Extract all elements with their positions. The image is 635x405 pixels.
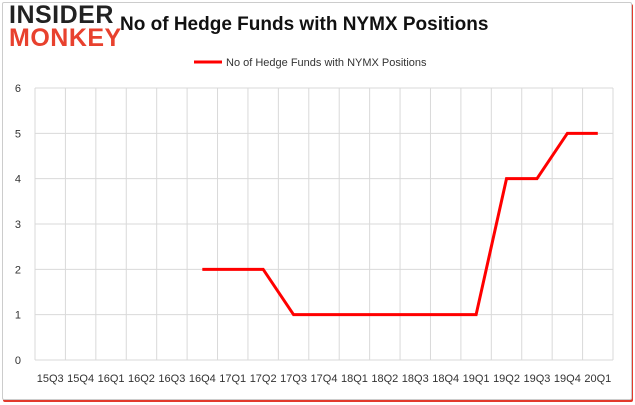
x-tick-label: 17Q4 [311, 373, 338, 385]
x-tick-label: 18Q2 [371, 373, 398, 385]
chart-title: No of Hedge Funds with NYMX Positions [120, 14, 489, 35]
y-tick-label: 4 [15, 174, 21, 186]
x-tick-label: 15Q4 [67, 373, 94, 385]
chart-frame [2, 2, 632, 400]
y-tick-label: 3 [15, 219, 21, 231]
logo-line-2: MONKEY [9, 24, 122, 52]
x-tick-label: 18Q3 [402, 373, 429, 385]
insider-monkey-logo: INSIDER MONKEY [9, 3, 122, 51]
x-tick-label: 15Q3 [37, 373, 64, 385]
x-tick-label: 17Q3 [280, 373, 307, 385]
y-tick-label: 6 [15, 83, 21, 95]
x-tick-label: 17Q1 [219, 373, 246, 385]
x-tick-label: 18Q4 [432, 373, 459, 385]
x-tick-label: 20Q1 [584, 373, 611, 385]
x-tick-label: 19Q3 [523, 373, 550, 385]
y-tick-label: 2 [15, 264, 21, 276]
x-tick-label: 19Q2 [493, 373, 520, 385]
y-tick-label: 1 [15, 310, 21, 322]
legend-label: No of Hedge Funds with NYMX Positions [226, 57, 427, 69]
x-tick-label: 19Q1 [463, 373, 490, 385]
x-tick-label: 16Q3 [158, 373, 185, 385]
series-line [202, 131, 598, 317]
logo-line-1: INSIDER [9, 1, 114, 29]
y-tick-label: 5 [15, 128, 21, 140]
x-tick-label: 16Q4 [189, 373, 216, 385]
x-tick-label: 19Q4 [554, 373, 581, 385]
x-tick-label: 17Q2 [250, 373, 277, 385]
x-tick-label: 16Q1 [98, 373, 125, 385]
x-tick-label: 16Q2 [128, 373, 155, 385]
y-tick-label: 0 [15, 355, 21, 367]
x-tick-label: 18Q1 [341, 373, 368, 385]
